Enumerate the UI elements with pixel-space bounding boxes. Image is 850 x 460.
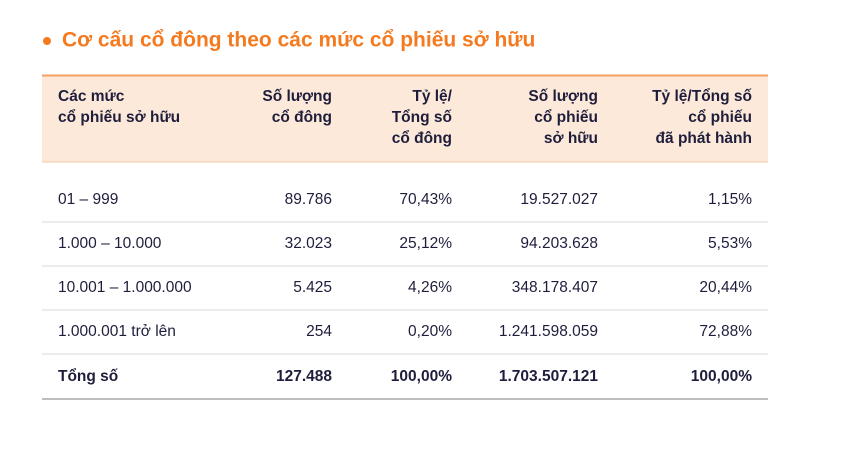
table-cell: 10.001 – 1.000.000 [58,279,192,296]
table-cell: 5,53% [708,235,752,252]
header-cell: cổ phiếu [534,109,598,126]
table-cell: 1.241.598.059 [499,323,598,340]
table-cell: 72,88% [699,323,752,340]
table-cell: 0,20% [408,323,452,340]
total-cell: 1.703.507.121 [499,368,599,385]
total-cell: 127.488 [276,368,332,385]
table-cell: 70,43% [399,191,452,208]
header-cell: Số lượng [528,88,598,105]
header-cell: cổ đông [392,130,452,147]
table-cell: 348.178.407 [512,279,598,296]
table-cell: 89.786 [285,191,332,208]
header-cell: Tổng số [392,109,453,126]
table-cell: 1.000 – 10.000 [58,235,162,252]
table-cell: 32.023 [285,235,332,252]
table-cell: 20,44% [699,279,752,296]
header-cell: cổ phiếu sở hữu [58,109,180,126]
header-cell: Số lượng [262,88,332,105]
header-cell: Tỷ lệ/ [412,88,452,105]
bullet [43,37,51,45]
header-band [42,76,768,162]
table-cell: 19.527.027 [520,191,598,208]
total-cell: Tổng số [58,368,119,385]
total-cell: 100,00% [691,368,752,385]
table-cell: 1,15% [708,191,752,208]
table-cell: 5.425 [293,279,332,296]
header-cell: sở hữu [544,130,598,147]
header-cell: Tỷ lệ/Tổng số [652,88,752,105]
header-cell: cổ đông [272,109,332,126]
table-cell: 01 – 999 [58,191,118,208]
table-cell: 1.000.001 trở lên [58,323,176,340]
table-cell: 25,12% [399,235,452,252]
table-cell: 4,26% [408,279,452,296]
title: Cơ cấu cổ đông theo các mức cổ phiếu sở … [62,29,535,52]
table-cell: 94.203.628 [520,235,598,252]
total-cell: 100,00% [391,368,452,385]
header-cell: cổ phiếu [688,109,752,126]
table-cell: 254 [306,323,332,340]
header-cell: Các mức [58,88,125,105]
header-cell: đã phát hành [656,130,752,147]
